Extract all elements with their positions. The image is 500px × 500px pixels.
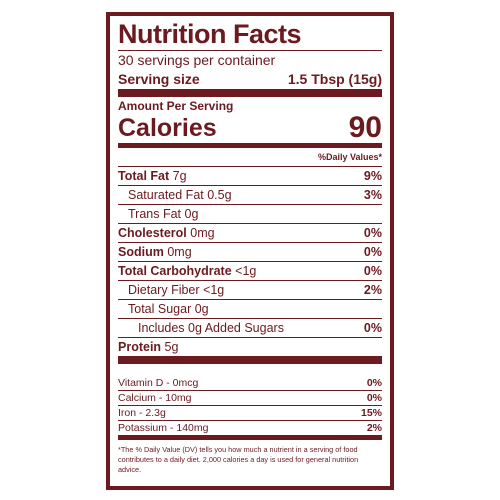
- nutrient-row: Total Sugar 0g: [118, 300, 382, 319]
- nutrient: Includes 0g Added Sugars: [118, 321, 284, 335]
- vitamin-row: Potassium - 140mg 2%: [118, 421, 382, 435]
- nutrient-row: Total Carbohydrate <1g 0%: [118, 262, 382, 281]
- vitamin-row: Calcium - 10mg 0%: [118, 391, 382, 406]
- vitamin-dv: 15%: [360, 407, 382, 419]
- nutrient: Dietary Fiber <1g: [118, 283, 224, 297]
- vitamin-dv: 2%: [366, 422, 382, 434]
- vitamins: Vitamin D - 0mcg 0% Calcium - 10mg 0% Iron -…: [118, 364, 382, 440]
- nutrient-name: Saturated Fat: [128, 188, 204, 202]
- nutrient-row: Cholesterol 0mg 0%: [118, 224, 382, 243]
- nutrient-name: Total Sugar: [128, 302, 192, 316]
- title: Nutrition Facts: [118, 19, 302, 49]
- nutrient-amount: <1g: [203, 283, 225, 297]
- nutrient-amount: 0.5g: [207, 188, 232, 202]
- nutrient: Protein 5g: [118, 340, 178, 354]
- serving-size-label: Serving size: [118, 71, 200, 87]
- calories: Calories 90: [118, 111, 382, 148]
- nutrient-dv: 0%: [363, 264, 382, 278]
- nutrient-name: Trans Fat: [128, 207, 182, 221]
- nutrient-row: Sodium 0mg 0%: [118, 243, 382, 262]
- vitamin-dv: 0%: [366, 377, 382, 389]
- nutrient-dv: 2%: [363, 283, 382, 297]
- nutrient-dv: 0%: [363, 245, 382, 259]
- nutrient: Sodium 0mg: [118, 245, 192, 259]
- servings: 30 servings per container: [118, 50, 382, 69]
- nutrient-dv: 9%: [363, 169, 382, 183]
- serving-size: Serving size 1.5 Tbsp (15g): [118, 69, 382, 97]
- nutrient-dv: 0%: [363, 321, 382, 335]
- nutrient-row: Protein 5g: [118, 338, 382, 364]
- daily-value-heading-text: %Daily Values*: [317, 152, 382, 162]
- nutrient-name: Total Carbohydrate: [118, 264, 232, 278]
- nutrient-row: Includes 0g Added Sugars 0%: [118, 319, 382, 338]
- vitamin-name: Vitamin D - 0mcg: [118, 377, 199, 389]
- daily-value-heading: %Daily Values*: [118, 148, 382, 167]
- vitamin-name: Calcium - 10mg: [118, 392, 192, 404]
- nutrient: Total Fat 7g: [118, 169, 187, 183]
- amount-per-serving: Amount Per Serving: [118, 99, 234, 113]
- calories-label: Calories: [118, 113, 217, 142]
- nutrient: Cholesterol 0mg: [118, 226, 215, 240]
- nutrient: Saturated Fat 0.5g: [118, 188, 232, 202]
- nutrition-label: Nutrition Facts 30 servings per containe…: [106, 12, 394, 490]
- nutrient-amount: 7g: [172, 169, 187, 183]
- nutrient-name: Sodium: [118, 245, 164, 259]
- nutrient-amount: 0mg: [190, 226, 215, 240]
- vitamin-row: Vitamin D - 0mcg 0%: [118, 376, 382, 391]
- nutrient-name: Protein: [118, 340, 162, 354]
- serving-size-value: 1.5 Tbsp (15g): [287, 71, 382, 87]
- vitamin-dv: 0%: [366, 392, 382, 404]
- nutrient-amount: 0mg: [167, 245, 192, 259]
- nutrient-row: Total Fat 7g 9%: [118, 167, 382, 186]
- nutrient-name: Includes 0g Added Sugars: [138, 321, 284, 335]
- nutrient-dv: 3%: [363, 188, 382, 202]
- vitamin-name: Iron - 2.3g: [118, 407, 166, 419]
- vitamin-row: Iron - 2.3g 15%: [118, 406, 382, 421]
- vitamin-name: Potassium - 140mg: [118, 422, 209, 434]
- nutrient-dv: 0%: [363, 226, 382, 240]
- servings-text: 30 servings per container: [118, 52, 276, 68]
- nutrient: Total Sugar 0g: [118, 302, 209, 316]
- nutrient-name: Cholesterol: [118, 226, 187, 240]
- nutrient: Total Carbohydrate <1g: [118, 264, 256, 278]
- nutrient-row: Saturated Fat 0.5g 3%: [118, 186, 382, 205]
- nutrient-amount: 0g: [194, 302, 209, 316]
- footnote: *The % Daily Value (DV) tells you how mu…: [118, 445, 359, 474]
- nutrient-amount: 5g: [164, 340, 179, 354]
- nutrient-amount: <1g: [235, 264, 257, 278]
- nutrient-name: Dietary Fiber: [128, 283, 200, 297]
- nutrient-row: Dietary Fiber <1g 2%: [118, 281, 382, 300]
- calories-value: 90: [348, 111, 382, 144]
- nutrient-row: Trans Fat 0g: [118, 205, 382, 224]
- nutrient: Trans Fat 0g: [118, 207, 198, 221]
- nutrient-amount: 0g: [184, 207, 199, 221]
- nutrients: Total Fat 7g 9% Saturated Fat 0.5g 3% Trans …: [118, 167, 382, 364]
- nutrient-name: Total Fat: [118, 169, 170, 183]
